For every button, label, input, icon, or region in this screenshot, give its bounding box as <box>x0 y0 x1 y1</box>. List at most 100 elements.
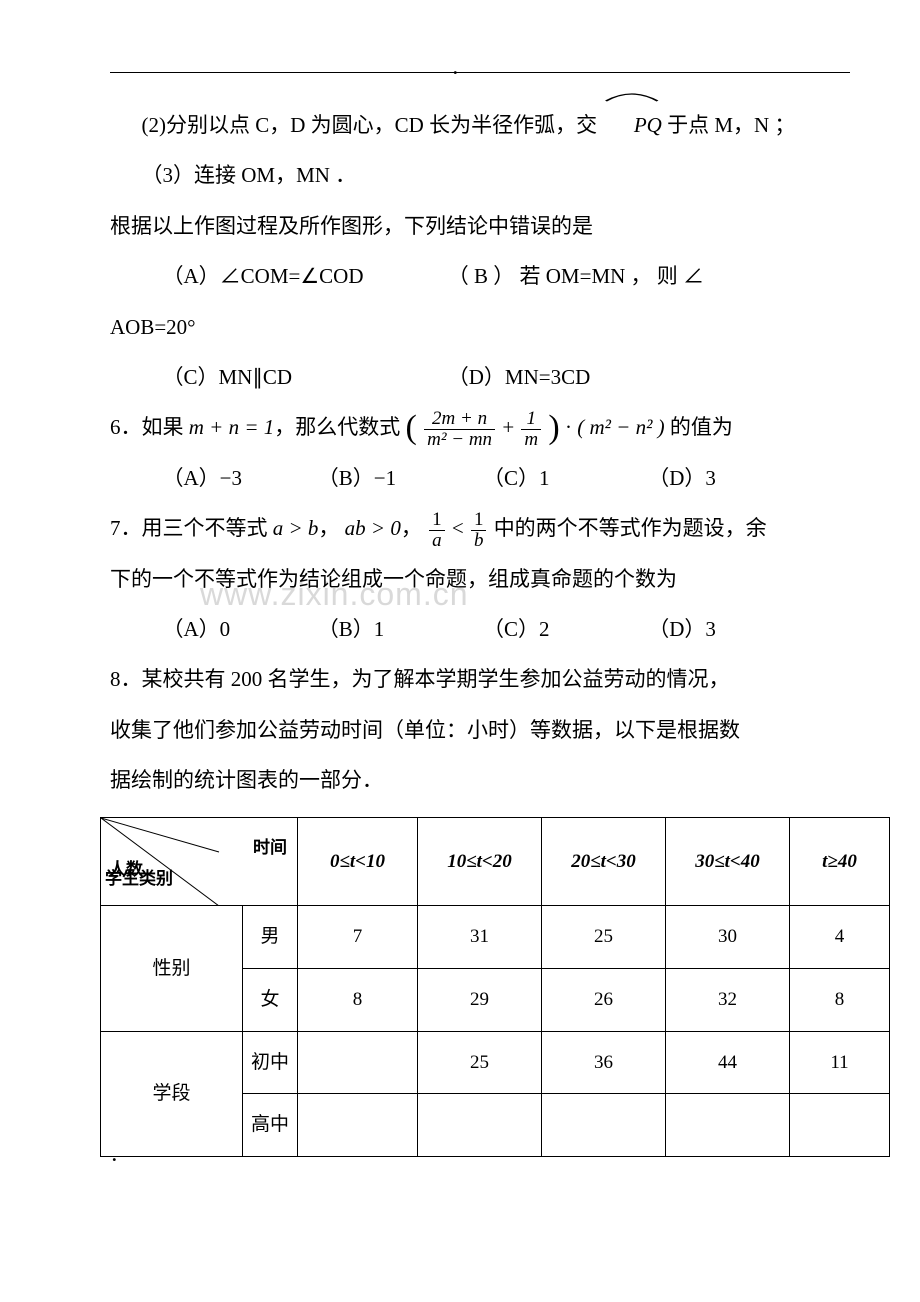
col-h-0: 0≤t<10 <box>298 818 418 906</box>
arc-label: PQ <box>634 113 662 137</box>
cell <box>298 1094 418 1157</box>
q6-f2-num: 1 <box>521 409 541 429</box>
header-rule <box>110 72 850 73</box>
cell <box>418 1094 542 1157</box>
q7-f2n: 1 <box>471 510 487 530</box>
q7-f2d: b <box>471 530 487 551</box>
step-3: （3）连接 OM，MN ． <box>110 150 850 200</box>
q7: 7．用三个不等式 a > b， ab > 0， 1a < 1b 中的两个不等式作… <box>110 503 850 553</box>
cell: 31 <box>418 906 542 969</box>
q8-l1: 8．某校共有 200 名学生，为了解本学期学生参加公益劳动的情况， <box>110 654 850 704</box>
cell <box>666 1094 790 1157</box>
rparen-icon: ) <box>548 409 559 446</box>
q6-opts: （A）−3 （B）−1 （C）1 （D）3 <box>110 453 850 503</box>
q7-f1n: 1 <box>429 510 445 530</box>
q7-c: （C）2 <box>483 604 643 654</box>
body-content: (2)分别以点 C，D 为圆心，CD 长为半径作弧，交 PQ 于点 M，N ； … <box>110 100 850 1157</box>
arc-pq: PQ <box>602 100 662 150</box>
table-row: 性别 男 7 31 25 30 4 <box>101 906 890 969</box>
row-senior: 高中 <box>243 1094 298 1157</box>
col-h-4: t≥40 <box>790 818 890 906</box>
cell: 7 <box>298 906 418 969</box>
q6-f1-den: m² − mn <box>424 429 495 450</box>
q5-row-ab: （A）∠COM=∠COD （ B ） 若 OM=MN ， 则 ∠ <box>110 251 850 301</box>
q7-lt: < <box>452 516 464 540</box>
q7-f1d: a <box>429 530 445 551</box>
data-table: 时间 人数 学生类别 0≤t<10 10≤t<20 20≤t<30 30≤t<4… <box>100 817 890 1156</box>
cell: 29 <box>418 969 542 1032</box>
q6-f1-num: 2m + n <box>424 409 495 429</box>
row-female: 女 <box>243 969 298 1032</box>
hdr-time: 时间 <box>253 828 287 869</box>
q6-b: （B）−1 <box>318 453 478 503</box>
group-stage: 学段 <box>101 1031 243 1156</box>
cell: 8 <box>790 969 890 1032</box>
q5-opt-a: （A）∠COM=∠COD <box>163 251 443 301</box>
cell: 11 <box>790 1031 890 1094</box>
q7-s1: ， <box>318 516 339 540</box>
q5-opt-c: （C）MN∥CD <box>163 352 443 402</box>
q7-opts: （A）0 （B）1 （C）2 （D）3 <box>110 604 850 654</box>
cell: 36 <box>542 1031 666 1094</box>
hdr-type: 学生类别 <box>105 859 173 900</box>
q7-s2: ， <box>401 516 422 540</box>
cell: 4 <box>790 906 890 969</box>
q6-plus: + <box>502 415 514 439</box>
q7-i1: a > b <box>273 516 319 540</box>
q7-b: （B）1 <box>318 604 478 654</box>
cell: 30 <box>666 906 790 969</box>
q7-t1: 中的两个不等式作为题设，余 <box>494 516 767 540</box>
q6-pre: 6．如果 <box>110 415 189 439</box>
q6-paren2: ( m² − n² ) <box>577 415 664 439</box>
cell <box>298 1031 418 1094</box>
q8-l2: 收集了他们参加公益劳动时间（单位：小时）等数据，以下是根据数 <box>110 705 850 755</box>
group-gender: 性别 <box>101 906 243 1031</box>
col-h-2: 20≤t<30 <box>542 818 666 906</box>
cell: 25 <box>418 1031 542 1094</box>
q6-dot: · <box>565 415 572 439</box>
q6-c: （C）1 <box>483 453 643 503</box>
lparen-icon: ( <box>406 409 417 446</box>
table-header-row: 时间 人数 学生类别 0≤t<10 10≤t<20 20≤t<30 30≤t<4… <box>101 818 890 906</box>
step2-text: (2)分别以点 C，D 为圆心，CD 长为半径作弧，交 <box>142 113 598 137</box>
step-2: (2)分别以点 C，D 为圆心，CD 长为半径作弧，交 PQ 于点 M，N ； <box>110 100 850 150</box>
q6-frac1: 2m + n m² − mn <box>424 409 495 450</box>
q5-opt-d: （D）MN=3CD <box>448 352 591 402</box>
col-h-3: 30≤t<40 <box>666 818 790 906</box>
q6-mid: ，那么代数式 <box>274 415 400 439</box>
cell: 25 <box>542 906 666 969</box>
table-row: 学段 初中 25 36 44 11 <box>101 1031 890 1094</box>
result-intro: 根据以上作图过程及所作图形，下列结论中错误的是 <box>110 201 850 251</box>
q6-eq: m + n = 1 <box>189 415 275 439</box>
q6-frac2: 1 m <box>521 409 541 450</box>
cell: 8 <box>298 969 418 1032</box>
q7-f1: 1a <box>429 510 445 551</box>
q6: 6．如果 m + n = 1，那么代数式 ( 2m + n m² − mn + … <box>110 402 850 452</box>
q8-l3: 据绘制的统计图表的一部分． <box>110 755 850 805</box>
q6-d: （D）3 <box>648 453 716 503</box>
q7-pre: 7．用三个不等式 <box>110 516 273 540</box>
cell <box>542 1094 666 1157</box>
row-male: 男 <box>243 906 298 969</box>
cell: 32 <box>666 969 790 1032</box>
q5-b-wrap: AOB=20° <box>110 302 850 352</box>
corner-header: 时间 人数 学生类别 <box>101 818 298 906</box>
step2-tail: 于点 M，N ； <box>667 113 795 137</box>
q7-f2: 1b <box>471 510 487 551</box>
q7-i2: ab > 0 <box>345 516 401 540</box>
q6-tail: 的值为 <box>670 415 733 439</box>
q5-row-cd: （C）MN∥CD （D）MN=3CD <box>110 352 850 402</box>
q6-a: （A）−3 <box>163 453 313 503</box>
arc-icon <box>602 91 662 103</box>
col-h-1: 10≤t<20 <box>418 818 542 906</box>
q6-f2-den: m <box>521 429 541 450</box>
q5-opt-b-pre: （ B ） 若 OM=MN ， 则 ∠ <box>448 251 704 301</box>
cell <box>790 1094 890 1157</box>
cell: 44 <box>666 1031 790 1094</box>
header-dot: ． <box>451 54 469 80</box>
cell: 26 <box>542 969 666 1032</box>
q7-d: （D）3 <box>648 604 716 654</box>
row-junior: 初中 <box>243 1031 298 1094</box>
q7-l2: 下的一个不等式作为结论组成一个命题，组成真命题的个数为 <box>110 554 850 604</box>
q7-a: （A）0 <box>163 604 313 654</box>
